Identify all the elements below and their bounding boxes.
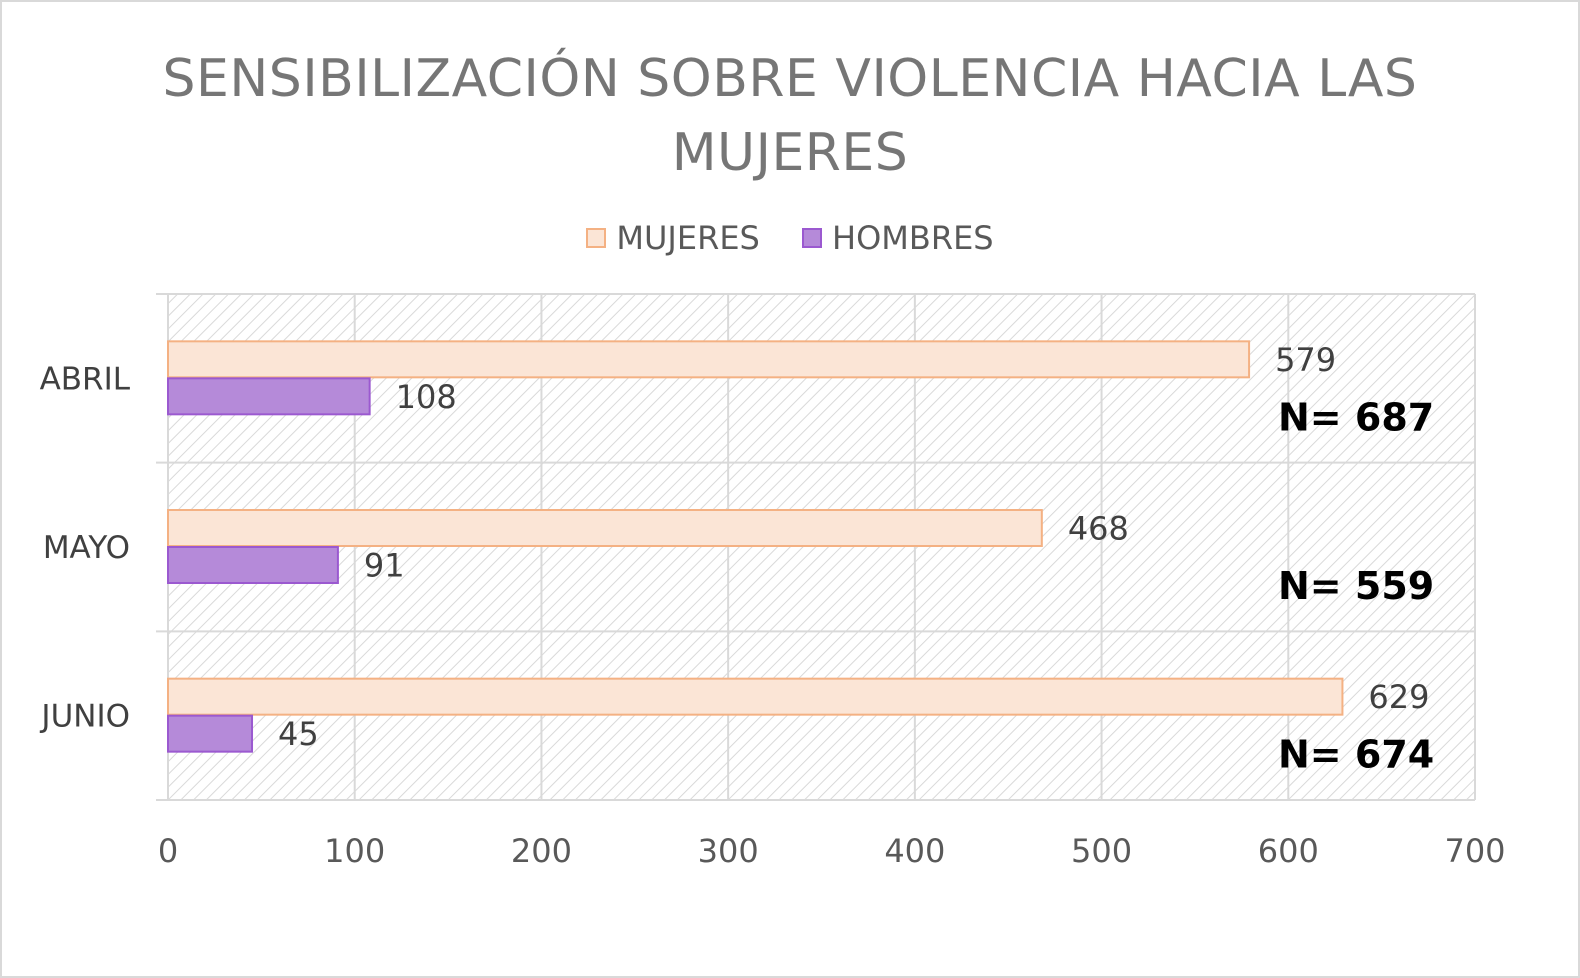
legend-item-mujeres: MUJERES: [586, 219, 760, 257]
chart-title-line-2: MUJERES: [671, 123, 909, 183]
bar-hombres: [167, 714, 254, 753]
bar-mujeres: [167, 509, 1043, 547]
legend-label-hombres: HOMBRES: [832, 219, 994, 257]
x-tick-label: 400: [884, 832, 945, 870]
data-label-hombres: 108: [396, 378, 457, 416]
data-label-mujeres: 579: [1275, 341, 1336, 379]
bar-mujeres: [167, 677, 1344, 716]
bar-hombres: [167, 546, 339, 584]
legend-label-mujeres: MUJERES: [616, 219, 760, 257]
x-tick-label: 200: [511, 832, 572, 870]
bar-mujeres: [167, 340, 1251, 379]
x-tick-label: 600: [1258, 832, 1319, 870]
x-tick-label: 700: [1444, 832, 1505, 870]
total-label: N= 674: [1278, 733, 1434, 777]
data-label-mujeres: 468: [1068, 510, 1129, 548]
category-label: JUNIO: [39, 699, 130, 735]
legend-swatch-mujeres: [586, 228, 607, 248]
chart-title: SENSIBILIZACIÓN SOBRE VIOLENCIA HACIA LA…: [2, 42, 1578, 190]
chart-legend: MUJERES HOMBRES: [2, 218, 1578, 257]
chart-title-line-1: SENSIBILIZACIÓN SOBRE VIOLENCIA HACIA LA…: [162, 49, 1418, 109]
x-tick-label: 100: [324, 832, 385, 870]
category-label: ABRIL: [40, 361, 131, 397]
bar-hombres: [167, 377, 371, 416]
data-label-mujeres: 629: [1368, 678, 1429, 716]
legend-item-hombres: HOMBRES: [802, 219, 994, 257]
x-tick-label: 500: [1071, 832, 1132, 870]
x-tick-label: 0: [158, 832, 178, 870]
data-label-hombres: 45: [278, 715, 319, 753]
data-label-hombres: 91: [364, 547, 405, 585]
total-label: N= 687: [1278, 395, 1434, 439]
total-label: N= 559: [1278, 564, 1434, 608]
legend-swatch-hombres: [802, 228, 823, 248]
x-tick-label: 300: [698, 832, 759, 870]
category-label: MAYO: [43, 530, 130, 566]
